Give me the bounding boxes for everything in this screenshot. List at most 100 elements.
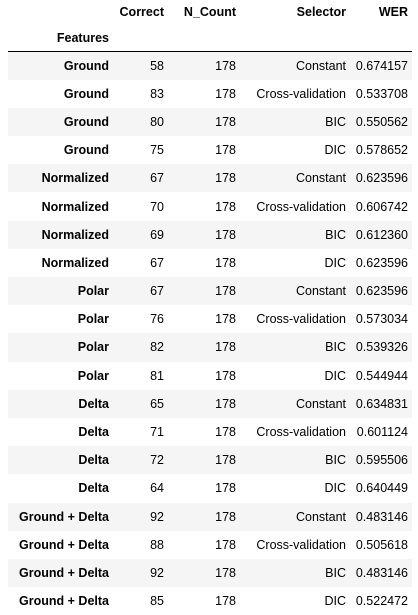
cell-selector: BIC [240, 221, 350, 249]
cell-n-count: 178 [168, 531, 240, 559]
cell-wer: 0.522472 [350, 587, 412, 615]
cell-correct: 88 [113, 531, 168, 559]
cell-correct: 92 [113, 559, 168, 587]
column-header-wer: WER [350, 0, 412, 24]
cell-correct: 83 [113, 80, 168, 108]
cell-n-count: 178 [168, 108, 240, 136]
cell-n-count: 178 [168, 390, 240, 418]
cell-wer: 0.483146 [350, 559, 412, 587]
cell-selector: Constant [240, 390, 350, 418]
cell-selector: Constant [240, 277, 350, 305]
cell-correct: 67 [113, 277, 168, 305]
cell-correct: 80 [113, 108, 168, 136]
cell-correct: 67 [113, 249, 168, 277]
cell-n-count: 178 [168, 80, 240, 108]
cell-selector: BIC [240, 333, 350, 361]
cell-n-count: 178 [168, 474, 240, 502]
index-corner [8, 0, 113, 24]
cell-correct: 65 [113, 390, 168, 418]
row-features: Polar [8, 277, 113, 305]
cell-selector: Cross-validation [240, 192, 350, 220]
cell-n-count: 178 [168, 52, 240, 80]
cell-wer: 0.612360 [350, 221, 412, 249]
column-header-selector: Selector [240, 0, 350, 24]
cell-selector: DIC [240, 362, 350, 390]
cell-wer: 0.505618 [350, 531, 412, 559]
row-features: Ground + Delta [8, 503, 113, 531]
cell-n-count: 178 [168, 277, 240, 305]
cell-n-count: 178 [168, 333, 240, 361]
row-features: Ground + Delta [8, 559, 113, 587]
cell-wer: 0.533708 [350, 80, 412, 108]
cell-wer: 0.674157 [350, 52, 412, 80]
cell-n-count: 178 [168, 136, 240, 164]
cell-wer: 0.623596 [350, 249, 412, 277]
cell-correct: 92 [113, 503, 168, 531]
cell-correct: 85 [113, 587, 168, 615]
row-features: Delta [8, 474, 113, 502]
cell-correct: 82 [113, 333, 168, 361]
cell-selector: DIC [240, 249, 350, 277]
cell-n-count: 178 [168, 362, 240, 390]
cell-wer: 0.595506 [350, 446, 412, 474]
cell-selector: Cross-validation [240, 418, 350, 446]
row-features: Normalized [8, 164, 113, 192]
cell-n-count: 178 [168, 418, 240, 446]
cell-correct: 70 [113, 192, 168, 220]
row-features: Polar [8, 305, 113, 333]
cell-selector: Constant [240, 52, 350, 80]
cell-wer: 0.601124 [350, 418, 412, 446]
cell-selector: BIC [240, 108, 350, 136]
cell-n-count: 178 [168, 305, 240, 333]
index-name-features: Features [8, 24, 113, 52]
column-header-n-count: N_Count [168, 0, 240, 24]
cell-wer: 0.544944 [350, 362, 412, 390]
cell-n-count: 178 [168, 192, 240, 220]
results-table: Correct N_Count Selector WER Features Gr… [8, 0, 412, 615]
row-features: Ground [8, 52, 113, 80]
cell-n-count: 178 [168, 503, 240, 531]
cell-correct: 67 [113, 164, 168, 192]
cell-selector: Cross-validation [240, 80, 350, 108]
cell-selector: Cross-validation [240, 305, 350, 333]
row-features: Ground [8, 80, 113, 108]
row-features: Ground + Delta [8, 587, 113, 615]
table-header: Correct N_Count Selector WER Features [8, 0, 412, 52]
cell-selector: DIC [240, 587, 350, 615]
row-features: Polar [8, 362, 113, 390]
cell-correct: 58 [113, 52, 168, 80]
row-features: Ground + Delta [8, 531, 113, 559]
cell-correct: 71 [113, 418, 168, 446]
cell-correct: 75 [113, 136, 168, 164]
row-features: Delta [8, 390, 113, 418]
cell-selector: BIC [240, 446, 350, 474]
row-features: Normalized [8, 221, 113, 249]
cell-correct: 69 [113, 221, 168, 249]
cell-n-count: 178 [168, 587, 240, 615]
cell-n-count: 178 [168, 221, 240, 249]
row-features: Ground [8, 108, 113, 136]
column-header-correct: Correct [113, 0, 168, 24]
row-features: Ground [8, 136, 113, 164]
cell-wer: 0.483146 [350, 503, 412, 531]
cell-selector: Constant [240, 503, 350, 531]
